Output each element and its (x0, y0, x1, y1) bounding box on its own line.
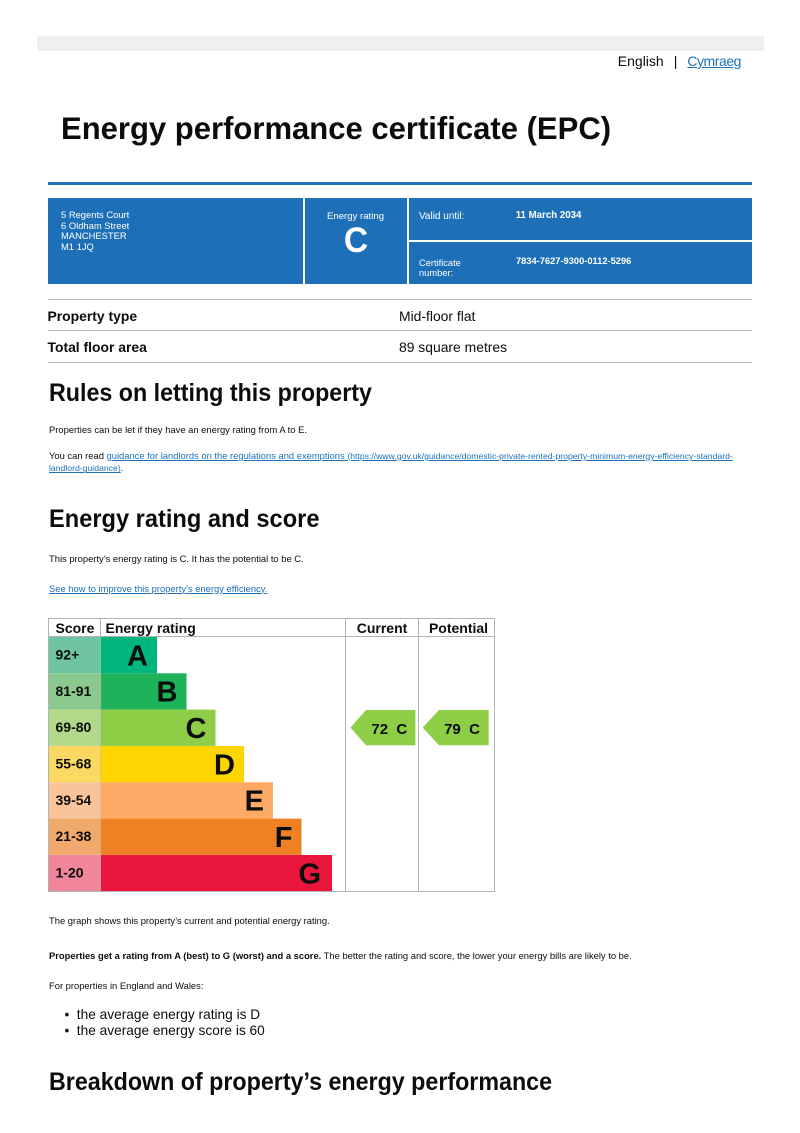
svg-text:B: B (157, 676, 178, 708)
svg-text:Score: Score (56, 620, 95, 636)
svg-text:D: D (214, 749, 235, 781)
svg-text:39-54: 39-54 (56, 791, 92, 807)
svg-text:A: A (127, 640, 148, 672)
svg-text:1-20: 1-20 (56, 864, 84, 880)
svg-text:Potential: Potential (429, 620, 488, 636)
svg-text:F: F (275, 822, 293, 854)
svg-text:21-38: 21-38 (56, 828, 92, 844)
svg-text:81-91: 81-91 (56, 682, 92, 698)
svg-text:C: C (186, 713, 207, 745)
svg-text:92+: 92+ (56, 646, 80, 662)
svg-text:69-80: 69-80 (56, 719, 92, 735)
svg-text:55-68: 55-68 (56, 755, 92, 771)
svg-text:72 C: 72 C (371, 720, 407, 737)
svg-text:G: G (298, 858, 321, 890)
svg-text:79 C: 79 C (444, 720, 480, 737)
svg-text:E: E (245, 785, 264, 817)
svg-text:Energy rating: Energy rating (106, 620, 196, 636)
svg-text:Current: Current (357, 620, 408, 636)
